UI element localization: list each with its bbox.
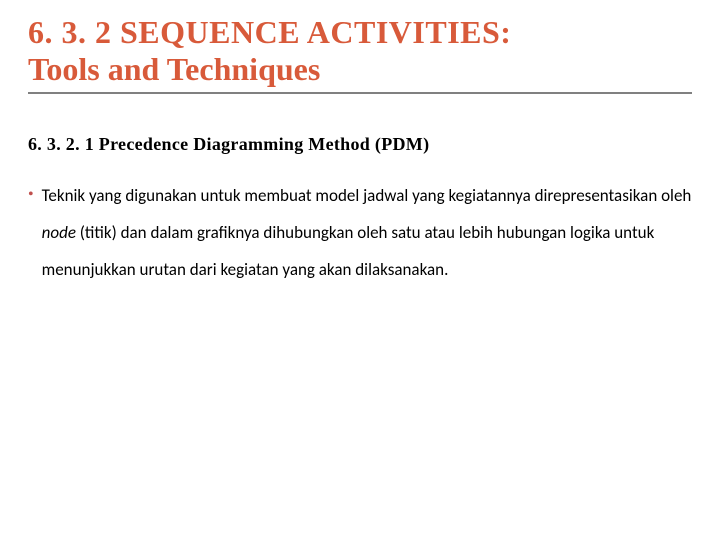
body-text-pre: Teknik yang digunakan untuk membuat mode… [42,185,692,206]
slide-container: 6. 3. 2 SEQUENCE ACTIVITIES: Tools and T… [0,0,720,540]
title-block: 6. 3. 2 SEQUENCE ACTIVITIES: Tools and T… [28,14,692,94]
body-paragraph: Teknik yang digunakan untuk membuat mode… [42,177,692,289]
body-text-italic: node [42,222,76,243]
body-text-post: (titik) dan dalam grafiknya dihubungkan … [42,222,655,280]
slide-title-line1: 6. 3. 2 SEQUENCE ACTIVITIES: [28,14,692,51]
slide-title-line2: Tools and Techniques [28,51,692,88]
bullet-marker-icon: • [28,177,34,212]
bullet-item: • Teknik yang digunakan untuk membuat mo… [28,177,692,289]
section-subheading: 6. 3. 2. 1 Precedence Diagramming Method… [28,134,692,155]
